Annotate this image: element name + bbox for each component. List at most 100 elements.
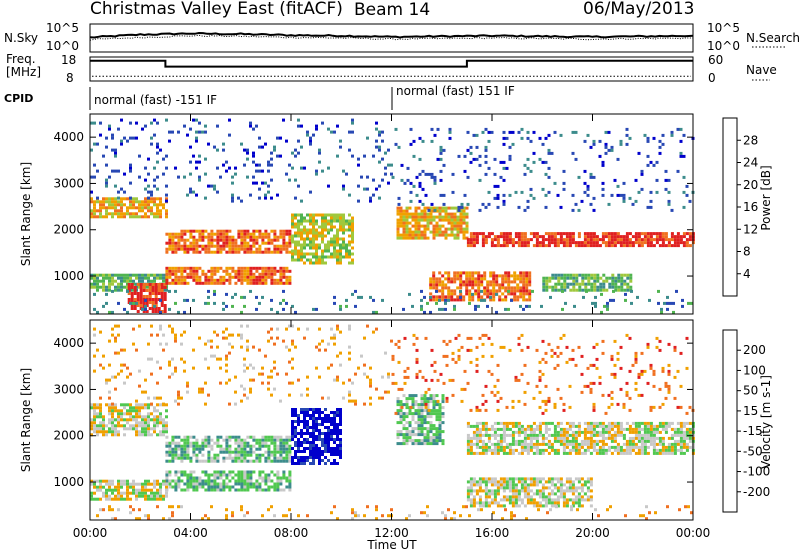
- heatmap-cell: [489, 298, 493, 302]
- heatmap-cell: [99, 424, 102, 428]
- heatmap-cell: [213, 272, 217, 276]
- heatmap-cell: [550, 504, 554, 508]
- heatmap-cell: [303, 255, 306, 259]
- heatmap-cell: [472, 483, 476, 487]
- heatmap-cell: [531, 289, 534, 293]
- heatmap-cell: [525, 271, 529, 275]
- heatmap-cell: [114, 433, 117, 437]
- heatmap-cell: [478, 486, 482, 490]
- heatmap-cell: [532, 232, 536, 236]
- heatmap-cell: [165, 269, 169, 273]
- heatmap-cell: [574, 477, 578, 481]
- heatmap-cell: [676, 232, 680, 236]
- heatmap-cell: [171, 435, 175, 439]
- heatmap-cell: [258, 232, 262, 236]
- heatmap-cell: [429, 394, 433, 398]
- heatmap-cell: [475, 489, 479, 493]
- heatmap-cell: [423, 409, 427, 413]
- heatmap-cell: [201, 459, 205, 463]
- heatmap-cell: [466, 148, 470, 152]
- heatmap-cell: [496, 489, 500, 493]
- heatmap-cell: [399, 412, 403, 416]
- heatmap-cell: [213, 479, 217, 483]
- heatmap-cell: [321, 450, 324, 453]
- heatmap-cell: [478, 163, 482, 167]
- heatmap-cell: [321, 420, 324, 423]
- heatmap-cell: [519, 295, 523, 299]
- heatmap-cell: [490, 238, 494, 242]
- heatmap-cell: [135, 406, 138, 410]
- heatmap-cell: [624, 292, 627, 296]
- heatmap-cell: [171, 450, 175, 454]
- heatmap-cell: [288, 485, 292, 489]
- heatmap-cell: [228, 456, 232, 460]
- heatmap-cell: [435, 286, 439, 290]
- heatmap-cell: [258, 275, 262, 279]
- heatmap-cell: [195, 272, 199, 276]
- heatmap-cell: [426, 301, 429, 305]
- heatmap-cell: [213, 266, 217, 270]
- heatmap-cell: [174, 250, 178, 254]
- heatmap-cell: [447, 227, 451, 231]
- heatmap-cell: [285, 250, 289, 254]
- heatmap-cell: [640, 427, 644, 431]
- heatmap-cell: [474, 292, 478, 296]
- heatmap-cell: [162, 482, 165, 486]
- heatmap-cell: [623, 279, 627, 283]
- heatmap-cell: [484, 501, 488, 505]
- heatmap-cell: [129, 166, 132, 170]
- heatmap-cell: [123, 406, 126, 410]
- heatmap-cell: [578, 273, 582, 277]
- heatmap-cell: [150, 142, 153, 146]
- frequency-panel: Freq. [MHz] 18 8 60 0 Nave: [6, 52, 777, 85]
- heatmap-cell: [499, 504, 503, 508]
- heatmap-cell: [562, 244, 566, 248]
- heatmap-cell: [136, 298, 140, 301]
- heatmap-cell: [201, 482, 205, 486]
- heatmap-cell: [204, 235, 208, 239]
- heatmap-cell: [420, 230, 424, 234]
- heatmap-cell: [399, 415, 403, 419]
- heatmap-cell: [685, 430, 689, 434]
- heatmap-cell: [96, 282, 99, 286]
- heatmap-cell: [300, 444, 303, 447]
- heatmap-cell: [276, 488, 280, 492]
- heatmap-cell: [501, 280, 505, 284]
- heatmap-cell: [138, 430, 141, 434]
- heatmap-cell: [285, 435, 289, 439]
- heatmap-cell: [240, 444, 244, 448]
- heatmap-cell: [630, 289, 633, 293]
- heatmap-cell: [667, 421, 671, 425]
- heatmap-cell: [504, 289, 508, 293]
- heatmap-cell: [442, 148, 446, 152]
- heatmap-cell: [336, 231, 339, 235]
- heatmap-cell: [583, 190, 587, 194]
- heatmap-cell: [174, 450, 178, 454]
- heatmap-cell: [520, 445, 524, 449]
- heatmap-cell: [505, 483, 509, 487]
- heatmap-cell: [117, 203, 120, 207]
- heatmap-cell: [216, 476, 220, 480]
- heatmap-cell: [243, 485, 247, 489]
- heatmap-cell: [183, 232, 187, 236]
- heatmap-cell: [246, 241, 250, 245]
- heatmap-cell: [620, 285, 624, 289]
- heatmap-cell: [526, 477, 530, 481]
- heatmap-cell: [480, 298, 483, 302]
- heatmap-cell: [144, 494, 147, 498]
- heatmap-cell: [556, 448, 560, 452]
- heatmap-cell: [378, 130, 381, 134]
- heatmap-cell: [493, 238, 497, 242]
- heatmap-cell: [147, 494, 150, 498]
- heatmap-cell: [619, 445, 623, 449]
- heatmap-cell: [267, 450, 271, 454]
- heatmap-cell: [162, 433, 165, 437]
- heatmap-cell: [288, 459, 292, 463]
- heatmap-cell: [616, 157, 620, 161]
- heatmap-cell: [474, 271, 478, 275]
- heatmap-cell: [426, 215, 430, 219]
- heatmap-cell: [192, 235, 196, 239]
- heatmap-cell: [586, 448, 590, 452]
- heatmap-cell: [514, 190, 518, 194]
- heatmap-cell: [153, 482, 156, 486]
